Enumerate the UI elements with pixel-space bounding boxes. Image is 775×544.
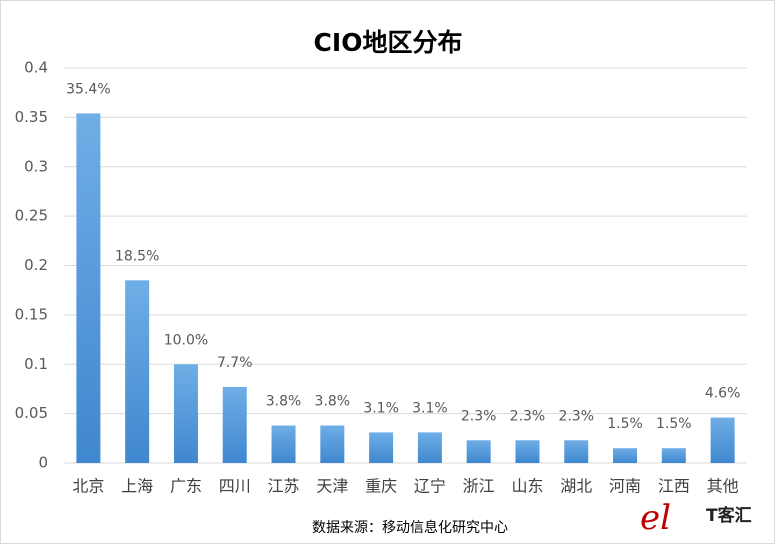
x-tick-label: 其他	[707, 477, 739, 496]
x-tick-label: 湖北	[560, 477, 592, 496]
value-label: 3.8%	[315, 393, 351, 409]
value-label: 2.3%	[510, 408, 546, 424]
x-tick-label: 天津	[316, 477, 348, 496]
bar	[661, 448, 686, 463]
value-label: 3.1%	[363, 400, 399, 416]
source-note: 数据来源：移动信息化研究中心	[312, 519, 508, 536]
y-tick-label: 0.3	[24, 157, 48, 175]
bar	[417, 432, 442, 463]
x-tick-label: 四川	[219, 477, 251, 496]
bar	[222, 386, 247, 463]
y-tick-label: 0.25	[15, 207, 48, 225]
value-label: 18.5%	[115, 248, 159, 264]
y-tick-label: 0.15	[15, 305, 48, 323]
chart-title: CIO地区分布	[314, 28, 463, 57]
x-tick-label: 广东	[170, 477, 202, 496]
x-tick-label: 山东	[511, 477, 543, 496]
x-tick-label: 重庆	[365, 477, 397, 496]
bar	[125, 280, 150, 463]
bar	[466, 440, 491, 463]
x-tick-label: 江西	[658, 477, 690, 496]
bar	[76, 113, 101, 464]
value-label: 7.7%	[217, 355, 253, 371]
bar	[320, 425, 345, 463]
value-label: 10.0%	[164, 332, 208, 348]
watermark: T客汇	[706, 505, 752, 526]
bar	[564, 440, 589, 463]
value-label: 3.8%	[266, 393, 302, 409]
value-label: 1.5%	[607, 416, 643, 432]
x-tick-label: 辽宁	[414, 477, 446, 496]
value-label: 35.4%	[66, 81, 110, 97]
y-tick-label: 0.1	[24, 355, 48, 373]
value-label: 2.3%	[558, 408, 594, 424]
y-tick-label: 0.2	[24, 256, 48, 274]
x-tick-label: 江苏	[268, 477, 300, 496]
bar	[515, 440, 540, 463]
y-tick-label: 0.35	[15, 108, 48, 126]
x-tick-label: 浙江	[463, 477, 495, 496]
bar	[369, 432, 394, 463]
x-tick-label: 河南	[609, 477, 641, 496]
bar	[710, 417, 735, 463]
y-tick-label: 0.4	[24, 59, 48, 77]
logo-mark: el	[640, 498, 671, 538]
value-label: 3.1%	[412, 400, 448, 416]
x-tick-label: 上海	[121, 477, 153, 496]
x-tick-label: 北京	[72, 477, 104, 496]
value-label: 4.6%	[705, 386, 741, 402]
value-label: 2.3%	[461, 408, 497, 424]
y-tick-label: 0.05	[15, 404, 48, 422]
bar	[613, 448, 638, 463]
value-label: 1.5%	[656, 416, 692, 432]
y-tick-label: 0	[38, 454, 48, 472]
bar	[271, 425, 296, 463]
bar	[173, 364, 198, 463]
